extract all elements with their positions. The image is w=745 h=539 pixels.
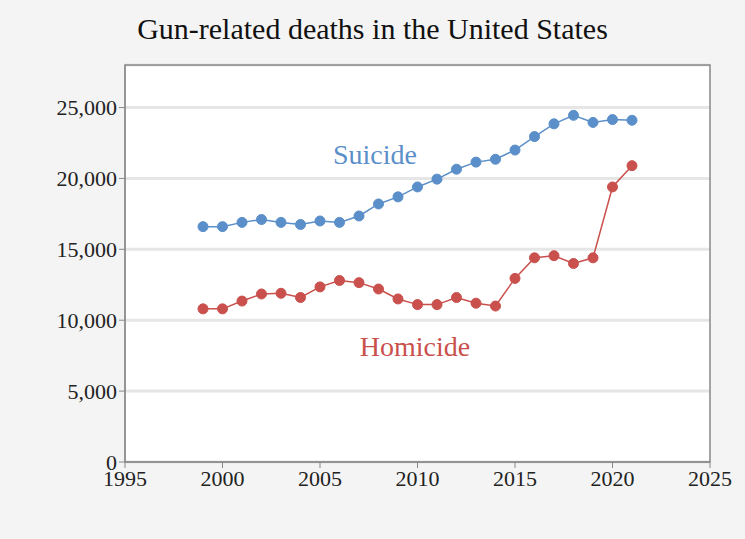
html-text:Homicide: Homicide [359, 331, 471, 362]
svg-text:20,000: 20,000 [57, 166, 118, 191]
svg-text:2005: 2005 [298, 466, 342, 491]
svg-text:2015: 2015 [493, 466, 537, 491]
svg-text:2000: 2000 [201, 466, 245, 491]
svg-text:15,000: 15,000 [57, 237, 118, 262]
svg-text:2025: 2025 [688, 466, 732, 491]
svg-text:5,000: 5,000 [68, 379, 118, 404]
svg-text:10,000: 10,000 [57, 308, 118, 333]
svg-text:2010: 2010 [396, 466, 440, 491]
html-text:Suicide: Suicide [333, 139, 417, 170]
svg-text:1995: 1995 [103, 465, 147, 491]
svg-text:25,000: 25,000 [57, 95, 118, 120]
svg-text:0: 0 [106, 450, 117, 475]
svg-text:2020: 2020 [591, 466, 635, 491]
html-text:Gun-related deaths in the Unit: Gun-related deaths in the United States [137, 12, 608, 45]
